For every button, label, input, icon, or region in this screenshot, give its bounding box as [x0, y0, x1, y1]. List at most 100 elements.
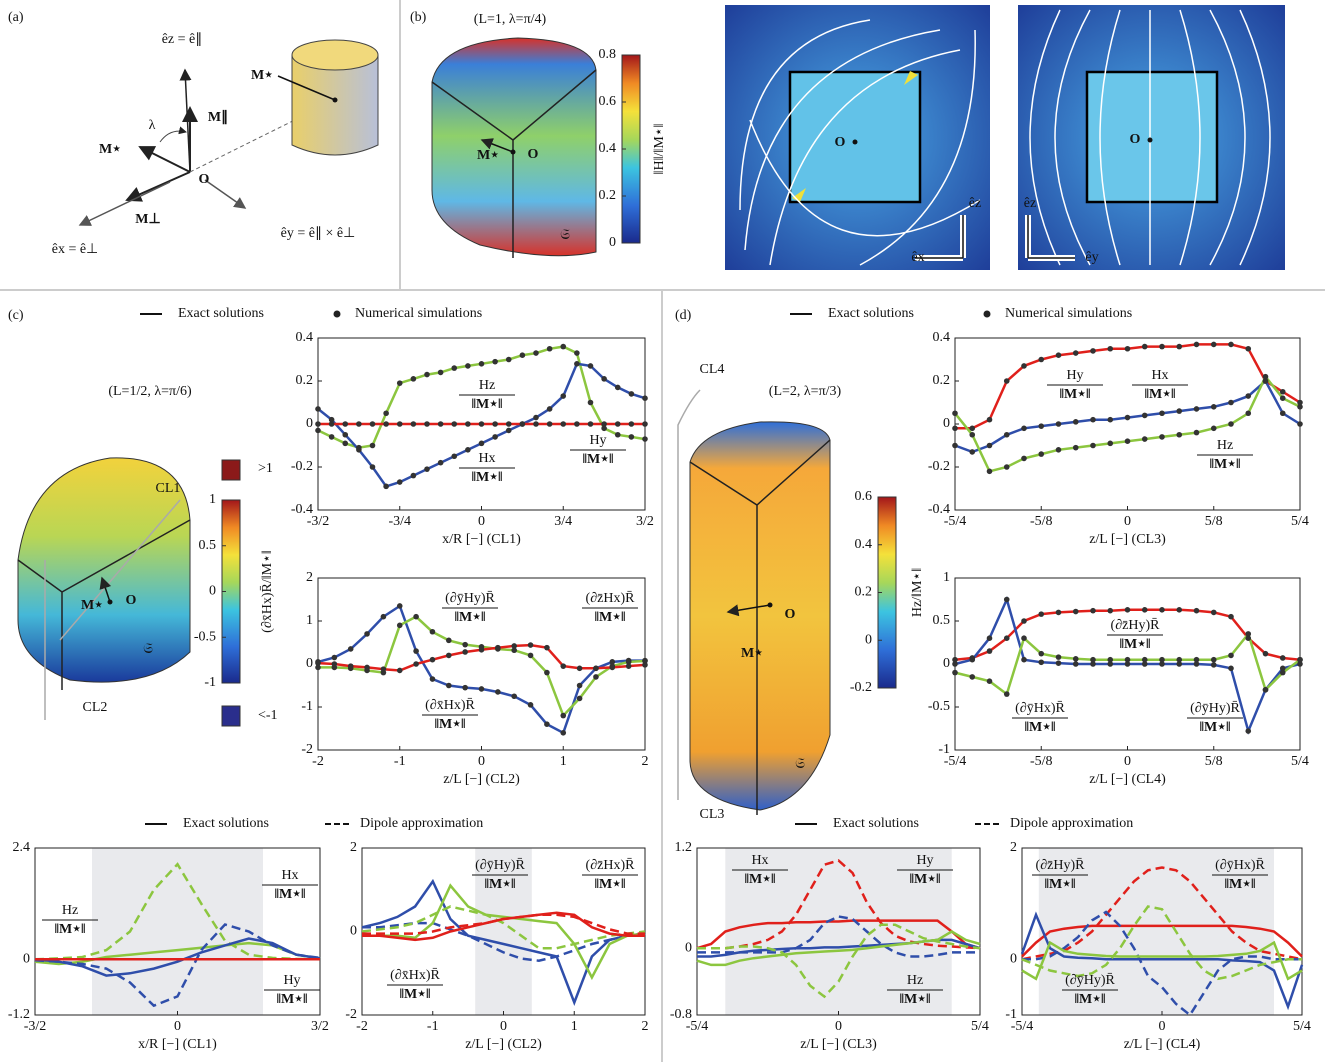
- data-point: [1228, 400, 1234, 406]
- label: 𝔖: [560, 228, 570, 243]
- label: CL4: [700, 362, 725, 377]
- data-point: [969, 432, 975, 438]
- data-point: [1056, 447, 1062, 453]
- x-axis-label: z/L [−] (CL4): [1089, 772, 1166, 787]
- y-tick-label: -0.2: [291, 459, 313, 474]
- data-point: [987, 443, 993, 449]
- data-point: [1021, 426, 1027, 432]
- data-point: [1159, 434, 1165, 440]
- data-point: [560, 393, 566, 399]
- data-point: [332, 655, 338, 661]
- series-label: Hz: [479, 378, 495, 393]
- data-point: [479, 686, 485, 692]
- data-point: [397, 623, 403, 629]
- data-point: [1176, 344, 1182, 350]
- data-point: [642, 436, 648, 442]
- data-point: [1107, 441, 1113, 447]
- label: 𝔖: [143, 642, 153, 657]
- data-point: [1125, 607, 1131, 613]
- y-tick-label: 0: [306, 416, 313, 431]
- data-point: [1073, 419, 1079, 425]
- data-point: [1090, 657, 1096, 663]
- data-point: [528, 653, 534, 659]
- data-point: [1263, 651, 1269, 657]
- data-point: [1228, 614, 1234, 620]
- series-label: Hx: [281, 868, 298, 883]
- data-point: [370, 421, 376, 427]
- data-point: [1245, 728, 1251, 734]
- series-label: ‖M⋆‖: [471, 470, 502, 485]
- y-tick-label: 2.4: [13, 840, 31, 855]
- data-point: [1280, 389, 1286, 395]
- label: O: [199, 172, 210, 187]
- y-tick-label: 0.2: [296, 373, 314, 388]
- data-point: [1004, 378, 1010, 384]
- data-point: [1280, 670, 1286, 676]
- label: êx: [911, 250, 924, 265]
- page: (a)(b)(c)(d)êz = ê∥M⋆M∥λM⋆OM⊥êx = ê⊥êy =…: [0, 0, 1325, 1062]
- y-tick-label: 1: [306, 613, 313, 628]
- data-point: [1073, 445, 1079, 451]
- x-axis-label: z/L [−] (CL2): [443, 772, 520, 787]
- data-point: [492, 359, 498, 365]
- label: (a): [8, 10, 24, 25]
- label: M⋆: [477, 148, 499, 163]
- data-point: [544, 721, 550, 727]
- series-label: ‖M⋆‖: [454, 610, 485, 625]
- y-tick-label: 0: [1010, 952, 1017, 967]
- data-point: [1142, 413, 1148, 419]
- series-label: Hz: [1217, 438, 1233, 453]
- data-point: [610, 665, 616, 671]
- data-point: [430, 629, 436, 635]
- series-label: (∂ȳHy)R̄: [445, 591, 495, 607]
- series-label: Hz: [907, 973, 923, 988]
- y-tick-label: 2: [350, 840, 357, 855]
- legend-label: Numerical simulations: [355, 306, 482, 321]
- data-point: [1297, 404, 1303, 410]
- data-point: [520, 352, 526, 358]
- data-point: [451, 421, 457, 427]
- data-point: [577, 696, 583, 702]
- data-point: [1194, 430, 1200, 436]
- legend-label: Dipole approximation: [1010, 816, 1133, 831]
- data-point: [1056, 352, 1062, 358]
- data-point: [364, 665, 370, 671]
- data-point: [1194, 608, 1200, 614]
- x-tick-label: -2: [356, 1019, 368, 1034]
- data-point: [1107, 608, 1113, 614]
- data-point: [1176, 408, 1182, 414]
- series-label: Hy: [1066, 368, 1083, 383]
- data-point: [528, 702, 534, 708]
- x-tick-label: -5/4: [1011, 1019, 1034, 1034]
- label: êz: [969, 196, 981, 211]
- y-tick-label: 0: [306, 656, 313, 671]
- data-point: [615, 385, 621, 391]
- data-point: [1004, 597, 1010, 603]
- data-point: [381, 614, 387, 620]
- data-point: [560, 344, 566, 350]
- data-point: [1211, 426, 1217, 432]
- data-point: [1263, 687, 1269, 693]
- legend-swatch: [334, 311, 341, 318]
- x-tick-label: -5/8: [1030, 754, 1053, 769]
- x-tick-label: 5/4: [1291, 514, 1309, 529]
- data-point: [588, 363, 594, 369]
- data-point: [629, 421, 635, 427]
- series-label: ‖M⋆‖: [1059, 387, 1090, 402]
- data-point: [577, 683, 583, 689]
- colorbar-tick-label: 0.6: [855, 489, 873, 504]
- data-point: [1004, 464, 1010, 470]
- data-point: [315, 421, 321, 427]
- data-point: [1211, 657, 1217, 663]
- data-point: [506, 421, 512, 427]
- data-point: [629, 391, 635, 397]
- data-point: [1021, 618, 1027, 624]
- x-tick-label: -5/4: [944, 754, 967, 769]
- data-point: [1004, 691, 1010, 697]
- data-point: [1159, 657, 1165, 663]
- data-point: [952, 410, 958, 416]
- label: (L=1/2, λ=π/6): [108, 384, 192, 399]
- data-point: [424, 466, 430, 472]
- data-point: [411, 473, 417, 479]
- data-point: [511, 643, 517, 649]
